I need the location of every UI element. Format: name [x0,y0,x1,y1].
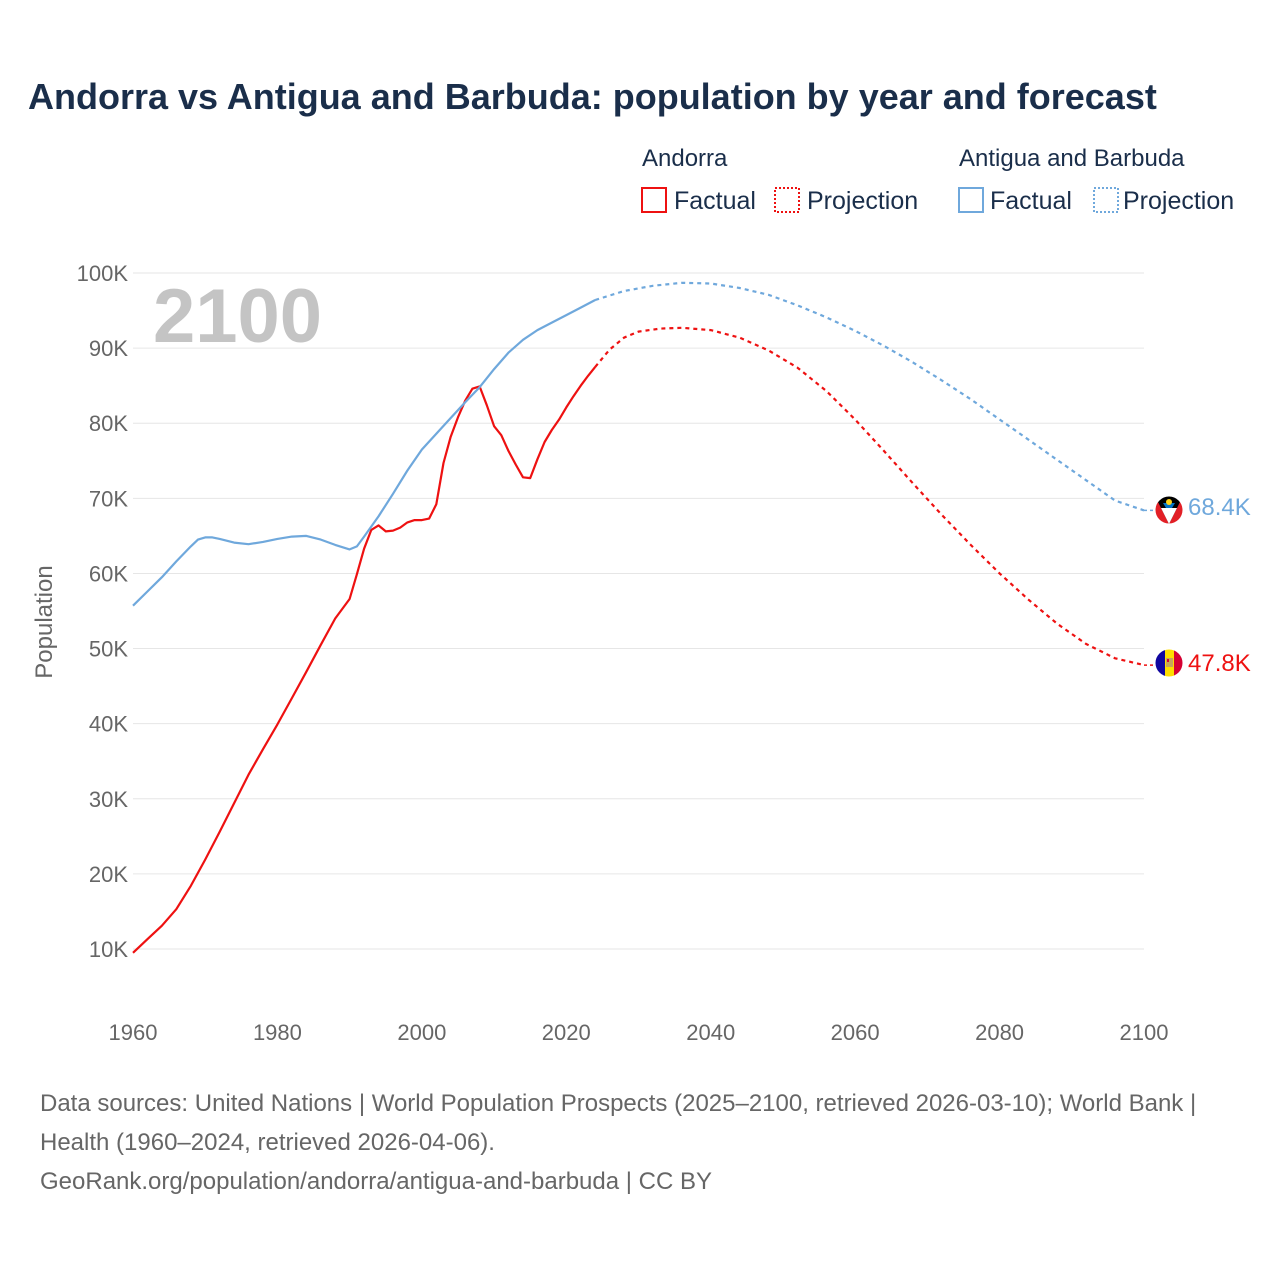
andorra-factual-line [132,366,597,954]
x-tick-label: 2000 [397,1020,446,1045]
legend-antigua-projection-label: Projection [1123,187,1234,215]
chart-canvas: Andorra vs Antigua and Barbuda: populati… [28,76,1251,1045]
andorra-projection-line [594,326,1145,667]
legend-antigua-projection-swatch [1093,187,1119,213]
andorra-end-value-label: 47.8K [1188,650,1251,677]
antigua-and-barbuda-flag-icon [1155,496,1183,524]
legend-antigua-factual-label: Factual [990,187,1072,215]
y-tick-label: 80K [89,411,128,436]
x-tick-label: 2100 [1120,1020,1169,1045]
legend-antigua-factual-swatch [958,187,984,213]
x-axis-ticks: 1960 1980 2000 2020 2040 2060 2080 2100 [109,1020,1169,1045]
legend: Andorra Factual Projection Antigua and B… [641,145,1234,215]
antigua-factual-line [132,299,596,607]
legend-andorra-projection-label: Projection [807,187,918,215]
y-tick-label: 70K [89,486,128,511]
end-marker-andorra: 47.8K [1154,648,1251,678]
x-tick-label: 2060 [831,1020,880,1045]
antigua-projection-line [594,281,1145,512]
x-tick-label: 2040 [686,1020,735,1045]
current-year-watermark: 2100 [153,274,322,359]
y-tick-label: 10K [89,937,128,962]
y-tick-label: 60K [89,561,128,586]
source-url[interactable]: GeoRank.org/population/andorra/antigua-a… [40,1168,712,1195]
legend-andorra-factual-label: Factual [674,187,756,215]
x-tick-label: 2080 [975,1020,1024,1045]
y-axis-ticks: 10K 20K 30K 40K 50K 60K 70K 80K 90K 100K [77,261,129,962]
x-tick-label: 1980 [253,1020,302,1045]
end-marker-antigua: 68.4K [1154,494,1251,525]
x-tick-label: 2020 [542,1020,591,1045]
source-citation: Data sources: United Nations | World Pop… [40,1090,1197,1156]
y-tick-label: 40K [89,712,128,737]
y-tick-label: 20K [89,862,128,887]
legend-andorra-projection-swatch [774,187,800,213]
y-axis-label: Population [31,565,58,678]
gridlines [133,272,1144,950]
legend-group-antigua: Antigua and Barbuda [959,145,1185,172]
x-tick-label: 1960 [109,1020,158,1045]
antigua-end-value-label: 68.4K [1188,494,1251,521]
legend-group-andorra: Andorra [642,145,728,172]
andorra-flag-icon [1155,649,1183,677]
source-note: Data sources: United Nations | World Pop… [40,1084,1240,1201]
series-lines [132,281,1156,954]
legend-andorra-factual-swatch [641,187,667,213]
chart-title: Andorra vs Antigua and Barbuda: populati… [28,76,1157,117]
y-tick-label: 30K [89,787,128,812]
y-tick-label: 90K [89,336,128,361]
y-tick-label: 50K [89,637,128,662]
y-tick-label: 100K [77,261,129,286]
